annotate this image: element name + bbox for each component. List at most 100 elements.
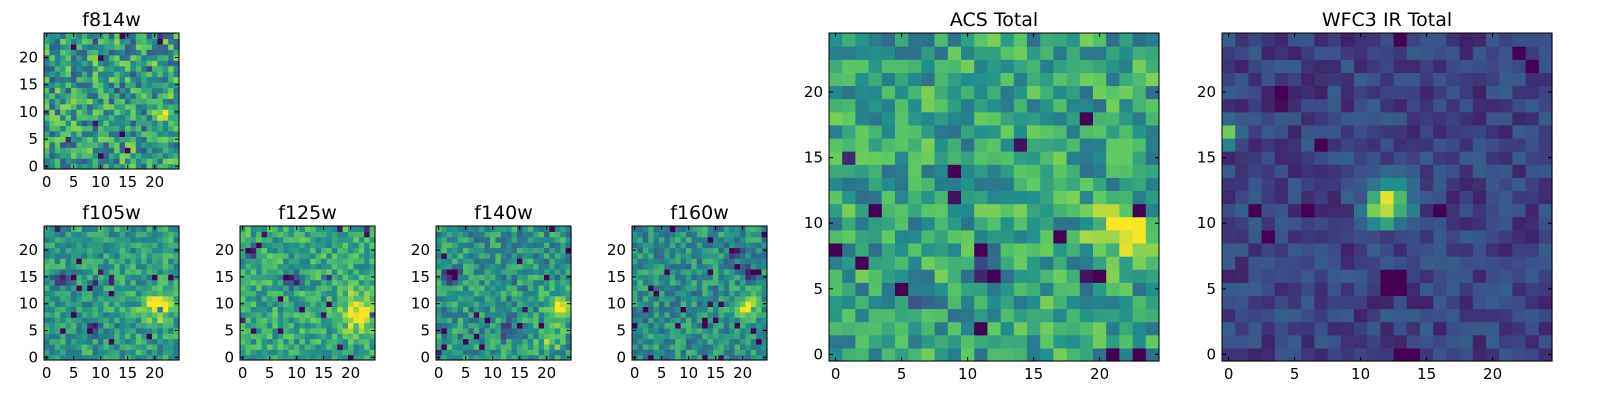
heatmap-cell <box>168 141 175 148</box>
heatmap-cell <box>1132 177 1147 192</box>
heatmap-cell <box>87 252 94 259</box>
heatmap-cell <box>353 322 360 329</box>
heatmap-cell <box>554 231 561 238</box>
heatmap-cell <box>1119 98 1134 113</box>
heatmap-cell <box>369 311 376 318</box>
heatmap-cell <box>723 338 730 345</box>
heatmap-cell <box>473 338 480 345</box>
heatmap-cell <box>98 114 104 121</box>
heatmap-cell <box>162 49 169 56</box>
heatmap-cell <box>522 306 529 313</box>
heatmap-cell <box>1420 282 1434 296</box>
heatmap-cell <box>1525 151 1540 165</box>
heatmap-cell <box>119 322 126 329</box>
heatmap-cell <box>549 242 556 249</box>
heatmap-cell <box>261 274 268 281</box>
heatmap-cell <box>283 290 290 297</box>
heatmap-cell <box>49 295 56 302</box>
heatmap-cell <box>538 338 545 345</box>
heatmap-cell <box>1380 98 1395 113</box>
heatmap-cell <box>1459 242 1474 257</box>
heatmap-cell <box>761 263 768 270</box>
heatmap-cell <box>1000 177 1015 192</box>
heatmap-cell <box>103 49 110 56</box>
x-tick-label: 5 <box>1290 365 1300 383</box>
heatmap-cell <box>240 338 246 345</box>
heatmap-cell <box>908 308 922 323</box>
heatmap-cell <box>1053 151 1068 165</box>
heatmap-cell <box>987 72 1002 87</box>
heatmap-cell <box>707 311 714 318</box>
heatmap-cell <box>162 114 169 121</box>
heatmap-cell <box>1079 256 1094 270</box>
heatmap-cell <box>881 164 896 178</box>
heatmap-cell <box>1132 59 1147 73</box>
heatmap-cell <box>457 236 464 243</box>
heatmap-cell <box>146 81 153 88</box>
heatmap-cell <box>76 343 83 350</box>
heatmap-cell <box>664 338 671 345</box>
heatmap-cell <box>1420 203 1434 218</box>
heatmap-cell <box>304 231 311 238</box>
heatmap-cell <box>168 338 175 345</box>
y-tick-label: 15 <box>607 268 626 286</box>
heatmap-cell <box>162 43 169 50</box>
heatmap-cell <box>168 252 175 259</box>
heatmap-cell <box>256 263 263 270</box>
heatmap-cell <box>637 338 644 345</box>
heatmap-cell <box>81 152 88 159</box>
heatmap-cell <box>103 109 110 116</box>
heatmap-cell <box>921 177 936 192</box>
heatmap-cell <box>369 279 376 286</box>
heatmap-cell <box>1288 59 1302 73</box>
heatmap-cell <box>987 216 1002 231</box>
heatmap-cell <box>522 295 529 302</box>
heatmap-cell <box>240 317 246 324</box>
x-tick-label: 5 <box>265 364 275 382</box>
heatmap-cell <box>1314 321 1329 336</box>
heatmap-cell <box>71 125 77 132</box>
heatmap-cell <box>1288 137 1302 152</box>
heatmap-cell <box>1367 151 1381 165</box>
heatmap-cell <box>125 306 131 313</box>
heatmap-cell <box>987 46 1002 60</box>
heatmap-cell <box>103 136 110 143</box>
heatmap-cell <box>146 33 153 40</box>
heatmap-cell <box>533 306 540 313</box>
heatmap-cell <box>119 306 126 313</box>
heatmap-cell <box>479 284 486 291</box>
heatmap-cell <box>310 279 317 286</box>
heatmap-cell <box>713 268 719 275</box>
heatmap-cell <box>457 252 464 259</box>
heatmap-cell <box>560 327 567 334</box>
heatmap-cell <box>60 231 67 238</box>
heatmap-cell <box>908 295 922 310</box>
heatmap-cell <box>108 349 115 356</box>
heatmap-cell <box>1261 229 1276 244</box>
heatmap-cell <box>103 349 110 356</box>
heatmap-cell <box>1106 151 1120 165</box>
heatmap-cell <box>1093 282 1107 296</box>
heatmap-cell <box>108 65 115 72</box>
heatmap-cell <box>538 268 545 275</box>
heatmap-cell <box>119 354 126 361</box>
heatmap-cell <box>1538 229 1553 244</box>
heatmap-cell <box>522 279 529 286</box>
heatmap-cell <box>718 295 725 302</box>
heatmap-cell <box>65 327 72 334</box>
heatmap-cell <box>98 236 104 243</box>
heatmap-cell <box>157 163 164 170</box>
heatmap-cell <box>669 295 676 302</box>
heatmap-cell <box>947 111 962 126</box>
heatmap-cell <box>517 279 523 286</box>
heatmap-cell <box>659 306 665 313</box>
heatmap-cell <box>1093 85 1107 100</box>
heatmap-cell <box>103 247 110 254</box>
heatmap-cell <box>517 274 523 281</box>
heatmap-cell <box>65 54 72 61</box>
heatmap-cell <box>675 258 682 265</box>
heatmap-cell <box>1538 59 1553 73</box>
heatmap-cell <box>152 136 158 143</box>
heatmap-cell <box>974 229 988 244</box>
heatmap-cell <box>648 322 655 329</box>
